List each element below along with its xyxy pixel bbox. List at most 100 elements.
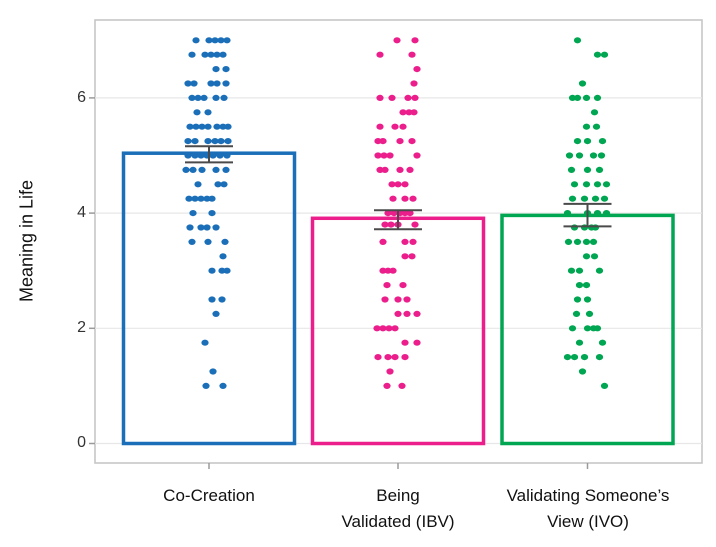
data-point-group-1: [376, 94, 384, 101]
data-point-group-1: [399, 109, 407, 116]
data-point-group-1: [391, 123, 399, 130]
y-axis-title: Meaning in Life: [16, 179, 37, 303]
data-point-group-1: [384, 210, 392, 217]
data-point-group-2: [598, 339, 607, 346]
data-point-group-0: [207, 80, 215, 87]
data-point-group-0: [191, 152, 199, 159]
data-point-group-1: [383, 382, 391, 389]
data-point-group-2: [575, 339, 584, 346]
data-point-group-0: [184, 80, 192, 87]
data-point-group-2: [593, 51, 602, 58]
data-point-group-1: [413, 339, 421, 346]
data-point-group-1: [413, 310, 421, 317]
data-point-group-0: [186, 123, 194, 130]
data-point-group-0: [204, 109, 212, 116]
data-point-group-0: [184, 152, 192, 159]
data-point-group-2: [593, 181, 602, 188]
data-point-group-2: [578, 80, 587, 87]
data-point-group-2: [580, 195, 589, 202]
data-point-group-0: [197, 224, 205, 231]
data-point-group-2: [595, 267, 604, 274]
data-point-group-1: [410, 109, 418, 116]
data-point-group-2: [573, 296, 582, 303]
data-point-group-1: [379, 138, 387, 145]
data-point-group-1: [411, 94, 419, 101]
data-point-group-2: [600, 51, 609, 58]
data-point-group-1: [396, 138, 404, 145]
data-point-group-0: [204, 138, 212, 145]
data-point-group-0: [208, 296, 216, 303]
data-point-group-0: [204, 238, 212, 245]
data-point-group-1: [394, 181, 402, 188]
data-point-group-0: [211, 37, 219, 44]
data-point-group-1: [411, 37, 419, 44]
data-point-group-1: [384, 267, 392, 274]
data-point-group-1: [376, 51, 384, 58]
data-point-group-2: [591, 195, 600, 202]
data-point-group-0: [223, 267, 231, 274]
data-point-group-2: [567, 166, 576, 173]
x-category-label-being-validated: Being Validated (IBV): [341, 486, 455, 531]
data-point-group-2: [575, 267, 584, 274]
data-point-group-0: [201, 51, 209, 58]
data-point-group-0: [188, 94, 196, 101]
y-tick-label-6: 6: [77, 89, 86, 106]
data-point-group-0: [219, 253, 227, 260]
y-tick-label-0: 0: [77, 434, 86, 451]
data-point-group-0: [184, 138, 192, 145]
data-point-group-1: [381, 221, 389, 228]
data-point-group-0: [208, 267, 216, 274]
data-point-group-1: [376, 166, 384, 173]
data-point-group-2: [591, 224, 600, 231]
data-point-group-0: [197, 195, 205, 202]
data-point-group-1: [389, 195, 397, 202]
data-point-group-2: [572, 310, 581, 317]
data-point-group-1: [381, 296, 389, 303]
data-point-group-2: [582, 282, 591, 289]
data-point-group-0: [224, 138, 232, 145]
data-point-group-0: [200, 94, 208, 101]
data-point-group-1: [401, 181, 409, 188]
data-point-group-1: [401, 339, 409, 346]
data-point-group-2: [573, 94, 582, 101]
data-point-group-2: [600, 195, 609, 202]
data-point-group-2: [598, 138, 607, 145]
data-point-group-0: [217, 37, 225, 44]
data-point-group-0: [204, 123, 212, 130]
data-point-group-0: [191, 195, 199, 202]
data-point-group-0: [193, 109, 201, 116]
data-point-group-2: [575, 152, 584, 159]
data-point-group-2: [595, 354, 604, 361]
x-category-label-validating-someones-view: Validating Someone’s View (IVO): [506, 486, 670, 531]
data-point-group-2: [582, 181, 591, 188]
data-point-group-0: [205, 37, 213, 44]
data-point-group-0: [212, 224, 220, 231]
data-point-group-1: [380, 152, 388, 159]
data-point-group-0: [202, 382, 210, 389]
data-point-group-1: [393, 37, 401, 44]
data-point-group-1: [376, 123, 384, 130]
data-point-group-0: [212, 94, 220, 101]
data-point-group-0: [212, 66, 220, 73]
data-point-group-0: [218, 267, 226, 274]
data-point-group-0: [203, 195, 211, 202]
data-point-group-0: [216, 152, 224, 159]
data-point-group-1: [381, 166, 389, 173]
data-point-group-0: [222, 80, 230, 87]
data-point-group-2: [583, 296, 592, 303]
data-point-group-0: [223, 37, 231, 44]
data-point-group-1: [413, 152, 421, 159]
data-point-group-2: [570, 181, 579, 188]
data-point-group-1: [379, 325, 387, 332]
data-point-group-2: [568, 195, 577, 202]
data-point-group-1: [408, 51, 416, 58]
data-point-group-0: [209, 368, 217, 375]
data-point-group-0: [208, 195, 216, 202]
data-point-group-1: [387, 221, 395, 228]
data-point-group-0: [208, 210, 216, 217]
data-point-group-2: [582, 253, 591, 260]
data-point-group-0: [224, 123, 232, 130]
data-point-group-1: [410, 80, 418, 87]
